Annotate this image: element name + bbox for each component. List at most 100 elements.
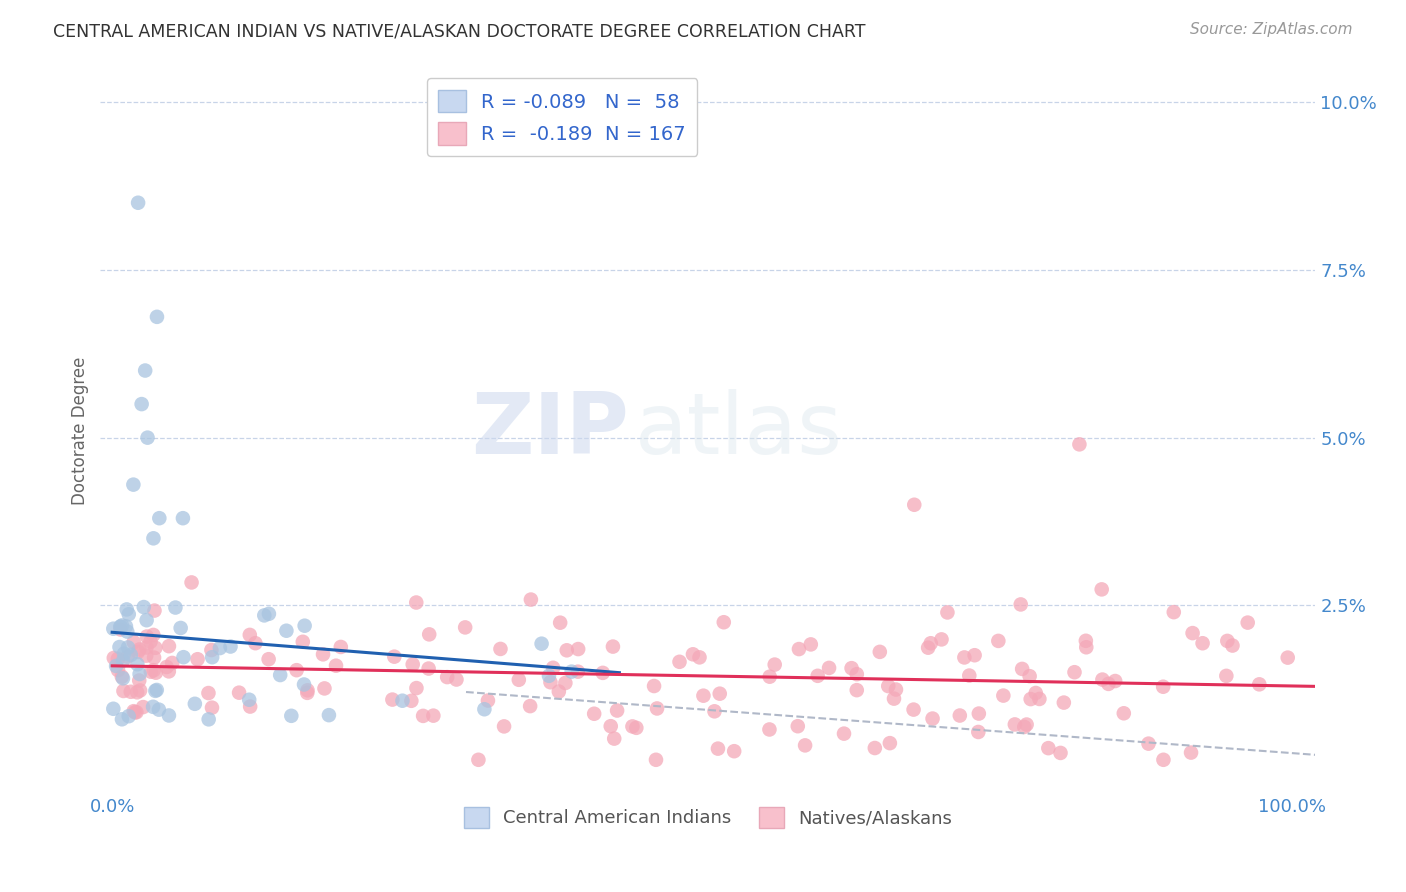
Point [127, 657, 149, 672]
Point [103, 702, 125, 716]
Point [1028, 692, 1050, 706]
Point [110, 620, 132, 634]
Point [592, 665, 614, 680]
Point [124, 706, 146, 720]
Point [1163, 605, 1185, 619]
Point [1069, 437, 1091, 451]
Point [135, 648, 157, 663]
Point [602, 640, 624, 654]
Point [269, 668, 291, 682]
Point [967, 706, 990, 721]
Point [713, 615, 735, 630]
Point [239, 699, 262, 714]
Point [112, 654, 135, 668]
Point [285, 663, 308, 677]
Point [111, 618, 134, 632]
Point [187, 652, 209, 666]
Point [1091, 582, 1114, 597]
Point [118, 709, 141, 723]
Point [103, 622, 125, 636]
Point [530, 637, 553, 651]
Point [107, 652, 129, 666]
Point [1015, 717, 1038, 731]
Point [125, 706, 148, 720]
Point [405, 681, 427, 695]
Point [257, 652, 280, 666]
Point [122, 635, 145, 649]
Point [146, 310, 169, 324]
Point [157, 639, 180, 653]
Point [145, 684, 167, 698]
Point [297, 683, 319, 698]
Point [142, 628, 165, 642]
Point [993, 689, 1015, 703]
Point [1277, 650, 1299, 665]
Point [312, 648, 335, 662]
Point [436, 670, 458, 684]
Point [139, 665, 162, 679]
Point [643, 679, 665, 693]
Point [148, 511, 170, 525]
Point [763, 657, 786, 672]
Point [117, 624, 139, 639]
Point [863, 741, 886, 756]
Point [917, 640, 939, 655]
Point [142, 531, 165, 545]
Point [253, 608, 276, 623]
Point [297, 686, 319, 700]
Point [1063, 665, 1085, 680]
Point [494, 719, 516, 733]
Point [1004, 717, 1026, 731]
Point [118, 607, 141, 622]
Point [787, 642, 810, 657]
Point [561, 665, 583, 679]
Point [477, 693, 499, 707]
Point [120, 648, 142, 662]
Point [603, 731, 626, 746]
Point [818, 661, 841, 675]
Point [709, 687, 731, 701]
Point [555, 643, 578, 657]
Point [173, 650, 195, 665]
Point [682, 648, 704, 662]
Point [127, 685, 149, 699]
Point [197, 712, 219, 726]
Point [107, 663, 129, 677]
Point [1014, 720, 1036, 734]
Point [1216, 633, 1239, 648]
Point [145, 665, 167, 680]
Point [132, 700, 155, 714]
Point [794, 739, 817, 753]
Point [135, 613, 157, 627]
Point [172, 511, 194, 525]
Point [949, 708, 972, 723]
Point [112, 684, 135, 698]
Point [120, 685, 142, 699]
Point [621, 719, 644, 733]
Point [110, 620, 132, 634]
Point [845, 667, 868, 681]
Point [1104, 673, 1126, 688]
Y-axis label: Doctorate Degree: Doctorate Degree [72, 357, 89, 505]
Point [554, 676, 576, 690]
Point [276, 624, 298, 638]
Point [1053, 696, 1076, 710]
Point [1019, 692, 1042, 706]
Point [208, 641, 231, 656]
Point [148, 703, 170, 717]
Point [877, 679, 900, 693]
Text: atlas: atlas [636, 390, 844, 473]
Point [422, 708, 444, 723]
Point [1215, 669, 1237, 683]
Point [841, 661, 863, 675]
Point [520, 592, 543, 607]
Point [1076, 640, 1098, 655]
Point [567, 665, 589, 679]
Point [401, 694, 423, 708]
Point [1236, 615, 1258, 630]
Point [1018, 669, 1040, 683]
Point [723, 744, 745, 758]
Point [239, 628, 262, 642]
Point [786, 719, 808, 733]
Point [1091, 673, 1114, 687]
